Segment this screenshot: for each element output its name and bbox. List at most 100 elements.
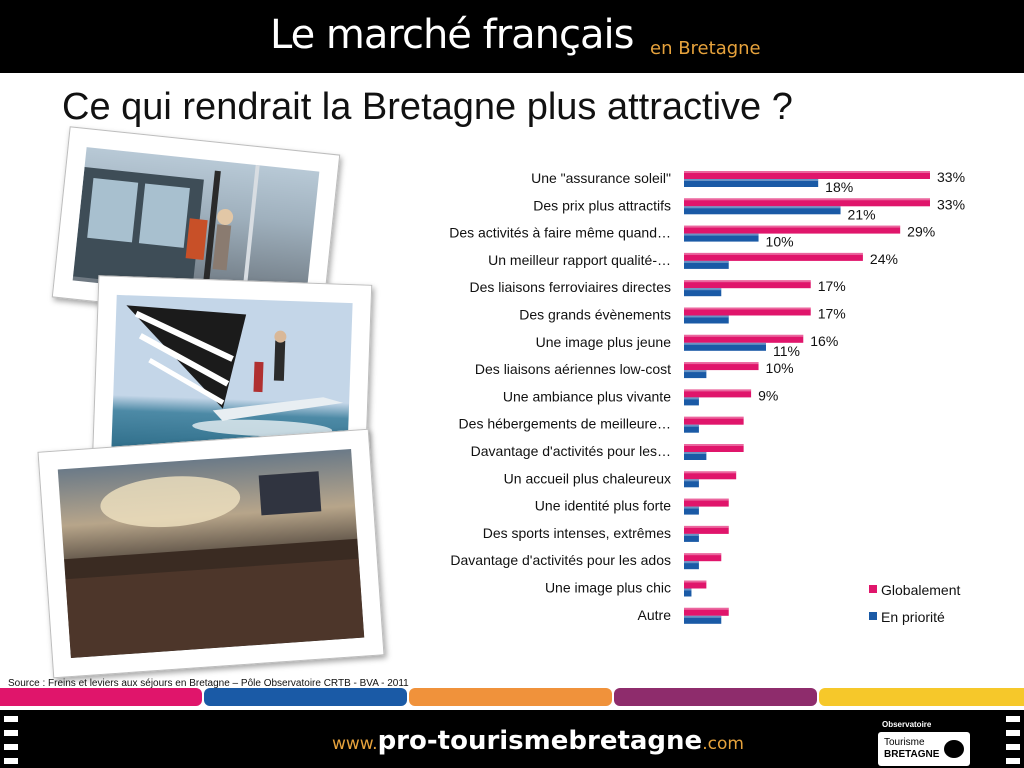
bar-highlight	[684, 280, 811, 283]
value-label: 18%	[825, 179, 853, 195]
film-hole	[4, 744, 18, 750]
concert-illustration	[64, 471, 365, 659]
category-label: Des liaisons aériennes low-cost	[475, 361, 671, 377]
category-label: Une image plus jeune	[536, 334, 672, 350]
category-label: Davantage d'activités pour les ados	[450, 552, 671, 568]
legend-swatch	[869, 612, 877, 620]
film-hole	[4, 716, 18, 722]
bar-globalement	[684, 362, 759, 371]
value-label: 24%	[870, 251, 898, 267]
category-label: Des prix plus attractifs	[533, 197, 671, 213]
bar-globalement	[684, 553, 722, 562]
bar-en-priorite	[684, 506, 699, 515]
category-label: Une image plus chic	[545, 580, 671, 596]
value-label: 29%	[907, 224, 935, 240]
bar-globalement	[684, 334, 804, 343]
bar-highlight	[684, 607, 729, 610]
bar-en-priorite	[684, 588, 692, 597]
photo-frame-catamaran	[91, 275, 373, 477]
bar-highlight	[684, 416, 744, 419]
legend-label: Globalement	[881, 582, 960, 598]
bar-highlight	[684, 553, 722, 556]
bar-highlight	[684, 471, 737, 474]
bar-en-priorite	[684, 260, 729, 269]
bar-highlight	[684, 225, 901, 228]
stripe-blue	[204, 688, 407, 706]
stripe-purple	[614, 688, 817, 706]
film-hole	[1006, 744, 1020, 750]
bar-highlight	[684, 233, 759, 236]
value-label: 10%	[766, 234, 794, 250]
tram-illustration	[73, 164, 260, 299]
bar-highlight	[684, 179, 819, 181]
bar-highlight	[684, 307, 811, 310]
value-label: 21%	[848, 206, 876, 222]
photo-frame-tram	[51, 126, 341, 326]
bar-highlight	[684, 506, 699, 509]
category-label: Une "assurance soleil"	[531, 170, 671, 186]
value-label: 33%	[937, 169, 965, 185]
url-suffix: .com	[702, 734, 744, 754]
bar-en-priorite	[684, 615, 722, 624]
category-label: Des liaisons ferroviaires directes	[469, 279, 671, 295]
bar-highlight	[684, 362, 759, 365]
url-prefix: www.	[332, 734, 378, 754]
category-label: Des activités à faire même quand…	[449, 225, 671, 241]
photo-concert-crowd	[57, 448, 365, 659]
film-hole	[4, 758, 18, 764]
header-bar: Le marché français en Bretagne	[0, 0, 1024, 73]
photo-tram-station	[72, 147, 320, 305]
bar-en-priorite	[684, 233, 759, 242]
bar-highlight	[684, 424, 699, 427]
bar-highlight	[684, 452, 707, 454]
category-labels: Une "assurance soleil" Des prix plus attr…	[449, 170, 671, 623]
bar-globalement	[684, 307, 811, 316]
logo-line2: BRETAGNE	[884, 749, 940, 760]
category-label: Des hébergements de meilleure…	[459, 416, 671, 432]
bar-en-priorite	[684, 479, 699, 488]
bar-highlight	[684, 588, 692, 591]
chart-legend: Globalement En priorité	[869, 582, 960, 625]
bar-highlight	[684, 288, 722, 291]
category-label: Davantage d'activités pour les…	[471, 443, 671, 459]
bar-highlight	[684, 260, 729, 263]
bar-highlight	[684, 580, 707, 583]
footer-website-link[interactable]: www.pro-tourismebretagne.com	[332, 726, 744, 756]
bar-en-priorite	[684, 206, 841, 215]
value-label: 9%	[758, 387, 778, 403]
category-label: Un meilleur rapport qualité-…	[488, 252, 671, 268]
stripe-yellow	[819, 688, 1024, 706]
value-label: 16%	[810, 333, 838, 349]
value-label: 33%	[937, 196, 965, 212]
bar-highlight	[684, 533, 699, 536]
bar-highlight	[684, 171, 930, 173]
bar-en-priorite	[684, 397, 699, 406]
bar-en-priorite	[684, 288, 722, 297]
source-note: Source : Freins et leviers aux séjours e…	[8, 678, 409, 689]
film-hole	[1006, 730, 1020, 736]
logo-top-text: Observatoire	[882, 720, 932, 729]
header-title: Le marché français	[270, 12, 634, 58]
legend-label: En priorité	[881, 609, 945, 625]
bar-highlight	[684, 479, 699, 482]
bar-globalement	[684, 171, 930, 179]
observatoire-logo: Observatoire Tourisme BRETAGNE	[872, 718, 982, 766]
bar-globalement	[684, 444, 744, 452]
category-label: Un accueil plus chaleureux	[504, 470, 671, 486]
bar-en-priorite	[684, 342, 766, 351]
category-label: Autre	[638, 607, 672, 623]
bar-en-priorite	[684, 424, 699, 433]
photo-frame-concert	[37, 428, 385, 679]
bar-globalement	[684, 471, 737, 480]
bar-en-priorite	[684, 561, 699, 570]
bar-highlight	[684, 315, 729, 318]
bar-highlight	[684, 206, 841, 209]
stripe-pink	[0, 688, 202, 706]
category-label: Une identité plus forte	[535, 498, 671, 514]
url-main: pro-tourismebretagne	[377, 726, 703, 756]
bar-globalement	[684, 225, 901, 234]
bar-en-priorite	[684, 315, 729, 324]
category-label: Des sports intenses, extrêmes	[483, 525, 671, 541]
bar-highlight	[684, 397, 699, 400]
catamaran-illustration	[126, 305, 344, 437]
